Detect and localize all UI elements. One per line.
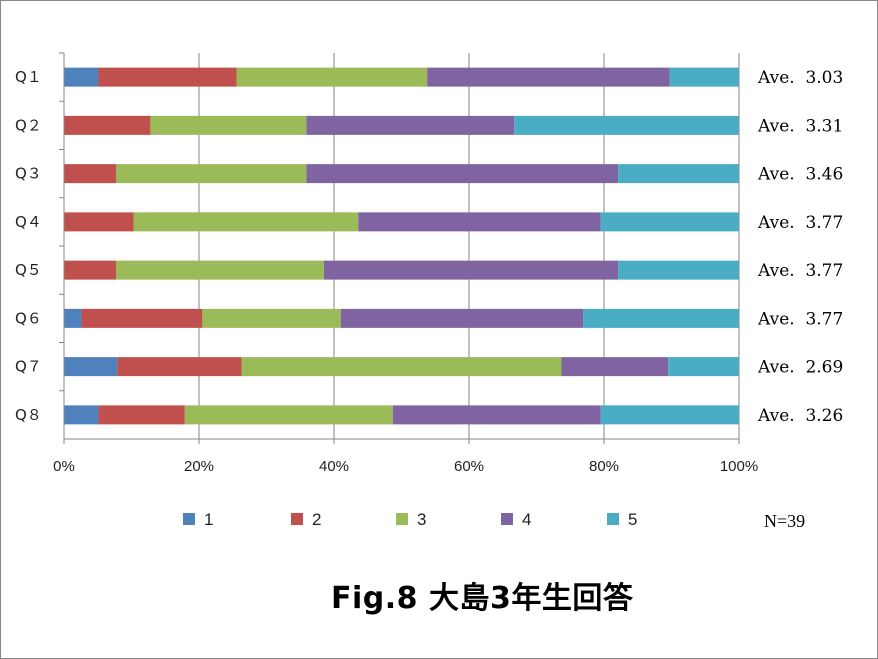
bar-segment [514,115,739,135]
bar-segment [340,308,584,328]
bar-segment [64,212,134,232]
bar-segment [81,308,203,328]
category-label: Q４ [15,213,42,231]
sample-size-note: N=39 [764,511,806,531]
bar-segment [236,67,428,87]
bar-segment [115,164,307,184]
legend-swatch [291,513,303,525]
labels: 0% 20% 40% 60% 80% 100% Q１ Ave. 3.03 Q２ Ave. 3.31… [15,68,843,475]
average-label: Ave. 3.03 [757,68,843,88]
bar-segment [618,164,739,184]
figure-title: Fig.8 大島3年生回答 [331,581,634,616]
average-label: Ave. 2.69 [757,358,843,378]
bar-segment [392,405,601,425]
bar-segment [64,357,118,377]
average-label: Ave. 3.46 [757,165,843,185]
bar-segment [618,260,739,280]
x-tick-label: 40% [319,458,349,475]
bar-segment [115,260,324,280]
bar-segment [668,357,739,377]
x-tick-label: 20% [184,458,214,475]
legend: 1 2 3 4 5 [183,510,637,529]
category-label: Q７ [15,358,42,376]
bar-segment [306,164,619,184]
bar-segment [669,67,739,87]
bar-segment [600,405,739,425]
average-label: Ave. 3.77 [757,213,843,233]
bar-segment [117,357,242,377]
bar-segment [98,405,185,425]
x-tick-label: 100% [720,458,758,475]
bar-segment [184,405,393,425]
legend-label: 2 [312,510,321,529]
average-label: Ave. 3.77 [757,309,843,329]
gridlines [198,53,740,439]
category-label: Q８ [15,406,42,424]
legend-label: 3 [417,510,426,529]
x-tick-label: 80% [589,458,619,475]
legend-swatch [501,513,513,525]
bar-segment [64,115,151,135]
bar-segment [64,260,116,280]
x-tick-label: 0% [53,458,75,475]
bar-segment [561,357,669,377]
axes [59,52,740,444]
bar-segment [202,308,341,328]
category-label: Q６ [15,309,42,327]
bar-segment [133,212,359,232]
legend-swatch [183,513,195,525]
bar-segment [323,260,619,280]
bar-segment [241,357,562,377]
legend-label: 5 [628,510,637,529]
bar-segment [64,164,116,184]
average-label: Ave. 3.31 [757,116,843,136]
average-label: Ave. 3.26 [757,406,843,426]
average-label: Ave. 3.77 [757,261,843,281]
bar-segment [64,67,99,87]
legend-label: 4 [522,510,531,529]
category-label: Q２ [15,116,42,134]
legend-label: 1 [204,510,213,529]
bar-segment [583,308,739,328]
bar-segment [358,212,601,232]
legend-swatch [396,513,408,525]
legend-swatch [607,513,619,525]
category-label: Q５ [15,261,42,279]
bar-segment [64,405,99,425]
bar-segment [306,115,515,135]
category-label: Q３ [15,165,42,183]
bar-segment [600,212,739,232]
bar-segment [64,308,82,328]
bar-segment [427,67,670,87]
x-tick-label: 60% [454,458,484,475]
bars [64,67,739,425]
category-label: Q１ [15,68,42,86]
bar-segment [150,115,307,135]
bar-segment [98,67,237,87]
